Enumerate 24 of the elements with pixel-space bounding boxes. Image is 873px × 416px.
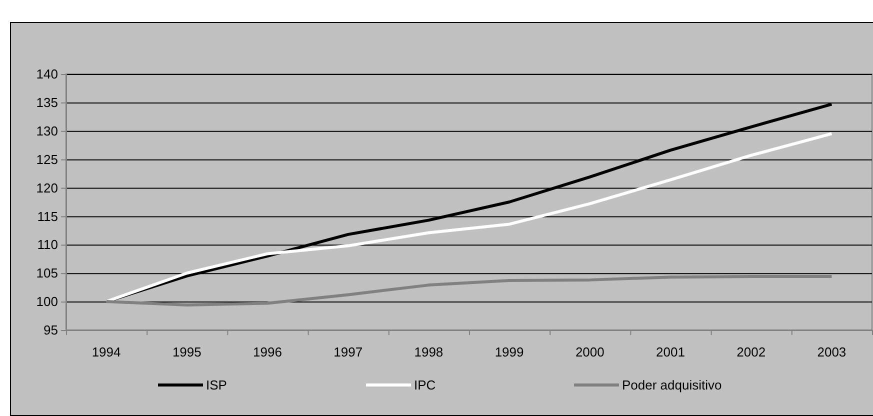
legend-label: ISP	[206, 378, 227, 393]
legend-label: Poder adquisitivo	[622, 378, 722, 393]
x-tick-label: 1996	[253, 344, 282, 360]
x-tick-label: 1995	[172, 344, 202, 360]
x-tick-label: 1999	[494, 344, 524, 360]
x-tick-label: 1994	[92, 344, 121, 360]
y-tick-label: 110	[37, 237, 58, 252]
x-tick-label: 2001	[656, 344, 685, 360]
y-tick-label: 140	[36, 66, 58, 82]
y-tick-label: 130	[36, 123, 58, 138]
y-tick-label: 95	[44, 322, 58, 338]
line-series	[104, 275, 834, 306]
y-tick-label: 120	[36, 180, 58, 196]
x-tick-label: 2003	[817, 344, 846, 360]
y-tick-label: 115	[37, 208, 58, 224]
x-tick-label: 1997	[334, 344, 363, 360]
legend-label: IPC	[414, 378, 436, 393]
x-tick-label: 2000	[575, 344, 604, 360]
y-tick-label: 100	[36, 294, 58, 310]
y-tick-label: 135	[36, 94, 58, 110]
y-tick-label: 105	[36, 266, 58, 281]
y-tick-label: 125	[36, 152, 58, 167]
x-tick-label: 1998	[414, 344, 444, 360]
x-tick-label: 2002	[736, 344, 766, 360]
